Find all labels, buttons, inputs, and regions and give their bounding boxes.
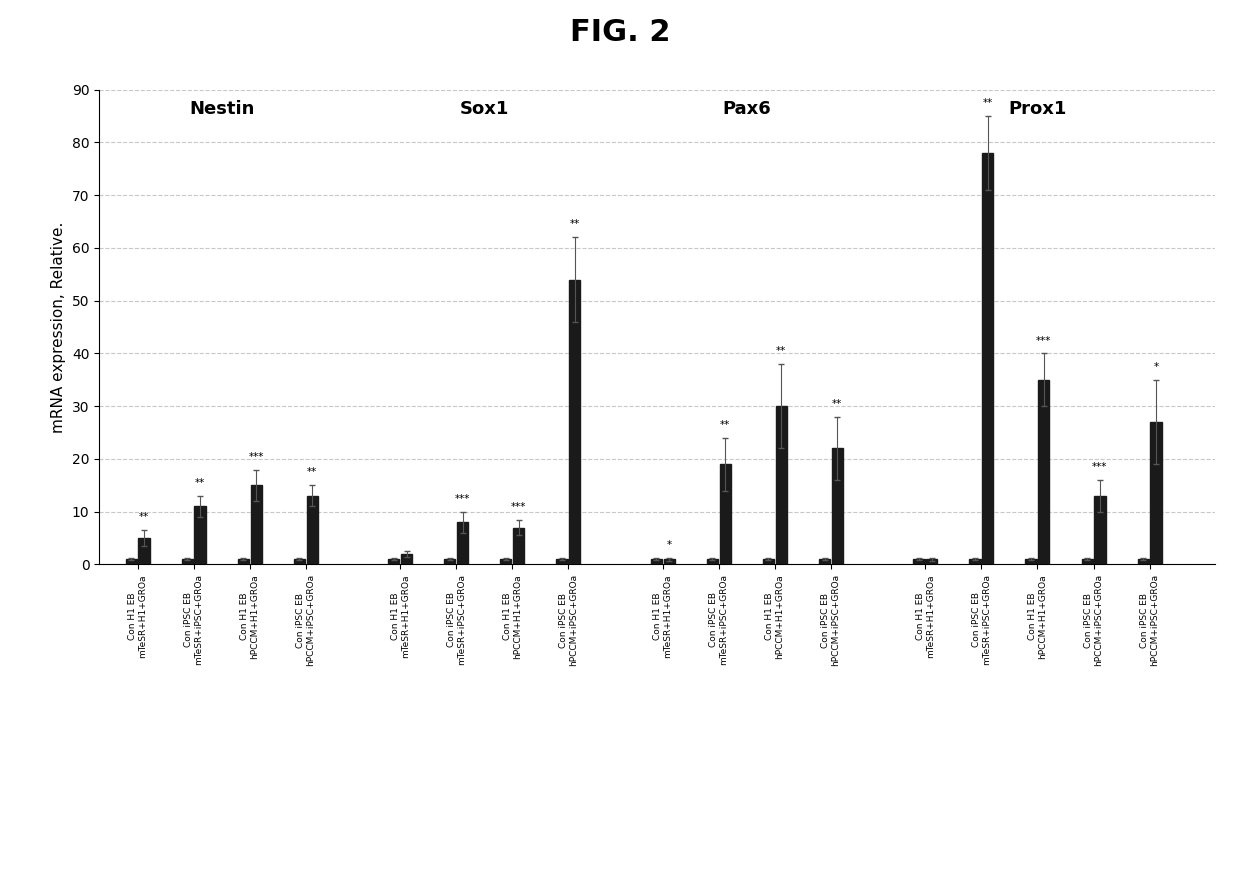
Text: **: ** xyxy=(776,346,786,356)
Bar xyxy=(388,559,399,564)
Bar xyxy=(914,559,925,564)
Text: Sox1: Sox1 xyxy=(460,100,508,118)
Text: **: ** xyxy=(569,220,580,229)
Text: **: ** xyxy=(720,420,730,430)
Bar xyxy=(195,506,206,564)
Bar xyxy=(401,554,412,564)
Text: ***: *** xyxy=(455,494,470,504)
Bar xyxy=(1081,559,1092,564)
Bar xyxy=(238,559,249,564)
Bar xyxy=(776,406,787,564)
Text: *: * xyxy=(667,539,672,550)
Text: ***: *** xyxy=(248,452,264,461)
Bar xyxy=(513,528,525,564)
Text: **: ** xyxy=(195,478,205,488)
Bar xyxy=(569,280,580,564)
Text: Nestin: Nestin xyxy=(188,100,254,118)
Bar xyxy=(982,153,993,564)
Text: **: ** xyxy=(983,98,993,108)
Bar xyxy=(818,559,830,564)
Bar xyxy=(1025,559,1037,564)
Bar xyxy=(139,538,150,564)
Y-axis label: mRNA expression, Relative.: mRNA expression, Relative. xyxy=(51,221,66,433)
Bar xyxy=(651,559,662,564)
Bar xyxy=(763,559,774,564)
Bar xyxy=(970,559,981,564)
Bar xyxy=(181,559,193,564)
Bar xyxy=(125,559,136,564)
Text: FIG. 2: FIG. 2 xyxy=(569,18,671,47)
Bar xyxy=(832,448,843,564)
Bar xyxy=(707,559,718,564)
Text: ***: *** xyxy=(1037,335,1052,346)
Bar xyxy=(1137,559,1148,564)
Bar xyxy=(294,559,305,564)
Text: **: ** xyxy=(308,468,317,478)
Bar xyxy=(926,559,937,564)
Bar xyxy=(663,559,675,564)
Text: **: ** xyxy=(139,513,149,522)
Text: **: ** xyxy=(832,399,842,409)
Text: Prox1: Prox1 xyxy=(1008,100,1066,118)
Text: Pax6: Pax6 xyxy=(723,100,771,118)
Text: *: * xyxy=(1153,362,1158,372)
Bar xyxy=(444,559,455,564)
Bar xyxy=(306,495,317,564)
Bar xyxy=(557,559,568,564)
Bar xyxy=(250,486,262,564)
Bar xyxy=(719,464,730,564)
Bar xyxy=(1038,380,1049,564)
Bar xyxy=(500,559,511,564)
Bar xyxy=(1095,495,1106,564)
Bar xyxy=(1151,422,1162,564)
Text: ***: *** xyxy=(511,502,527,512)
Bar xyxy=(458,522,469,564)
Text: ***: *** xyxy=(1092,462,1107,472)
